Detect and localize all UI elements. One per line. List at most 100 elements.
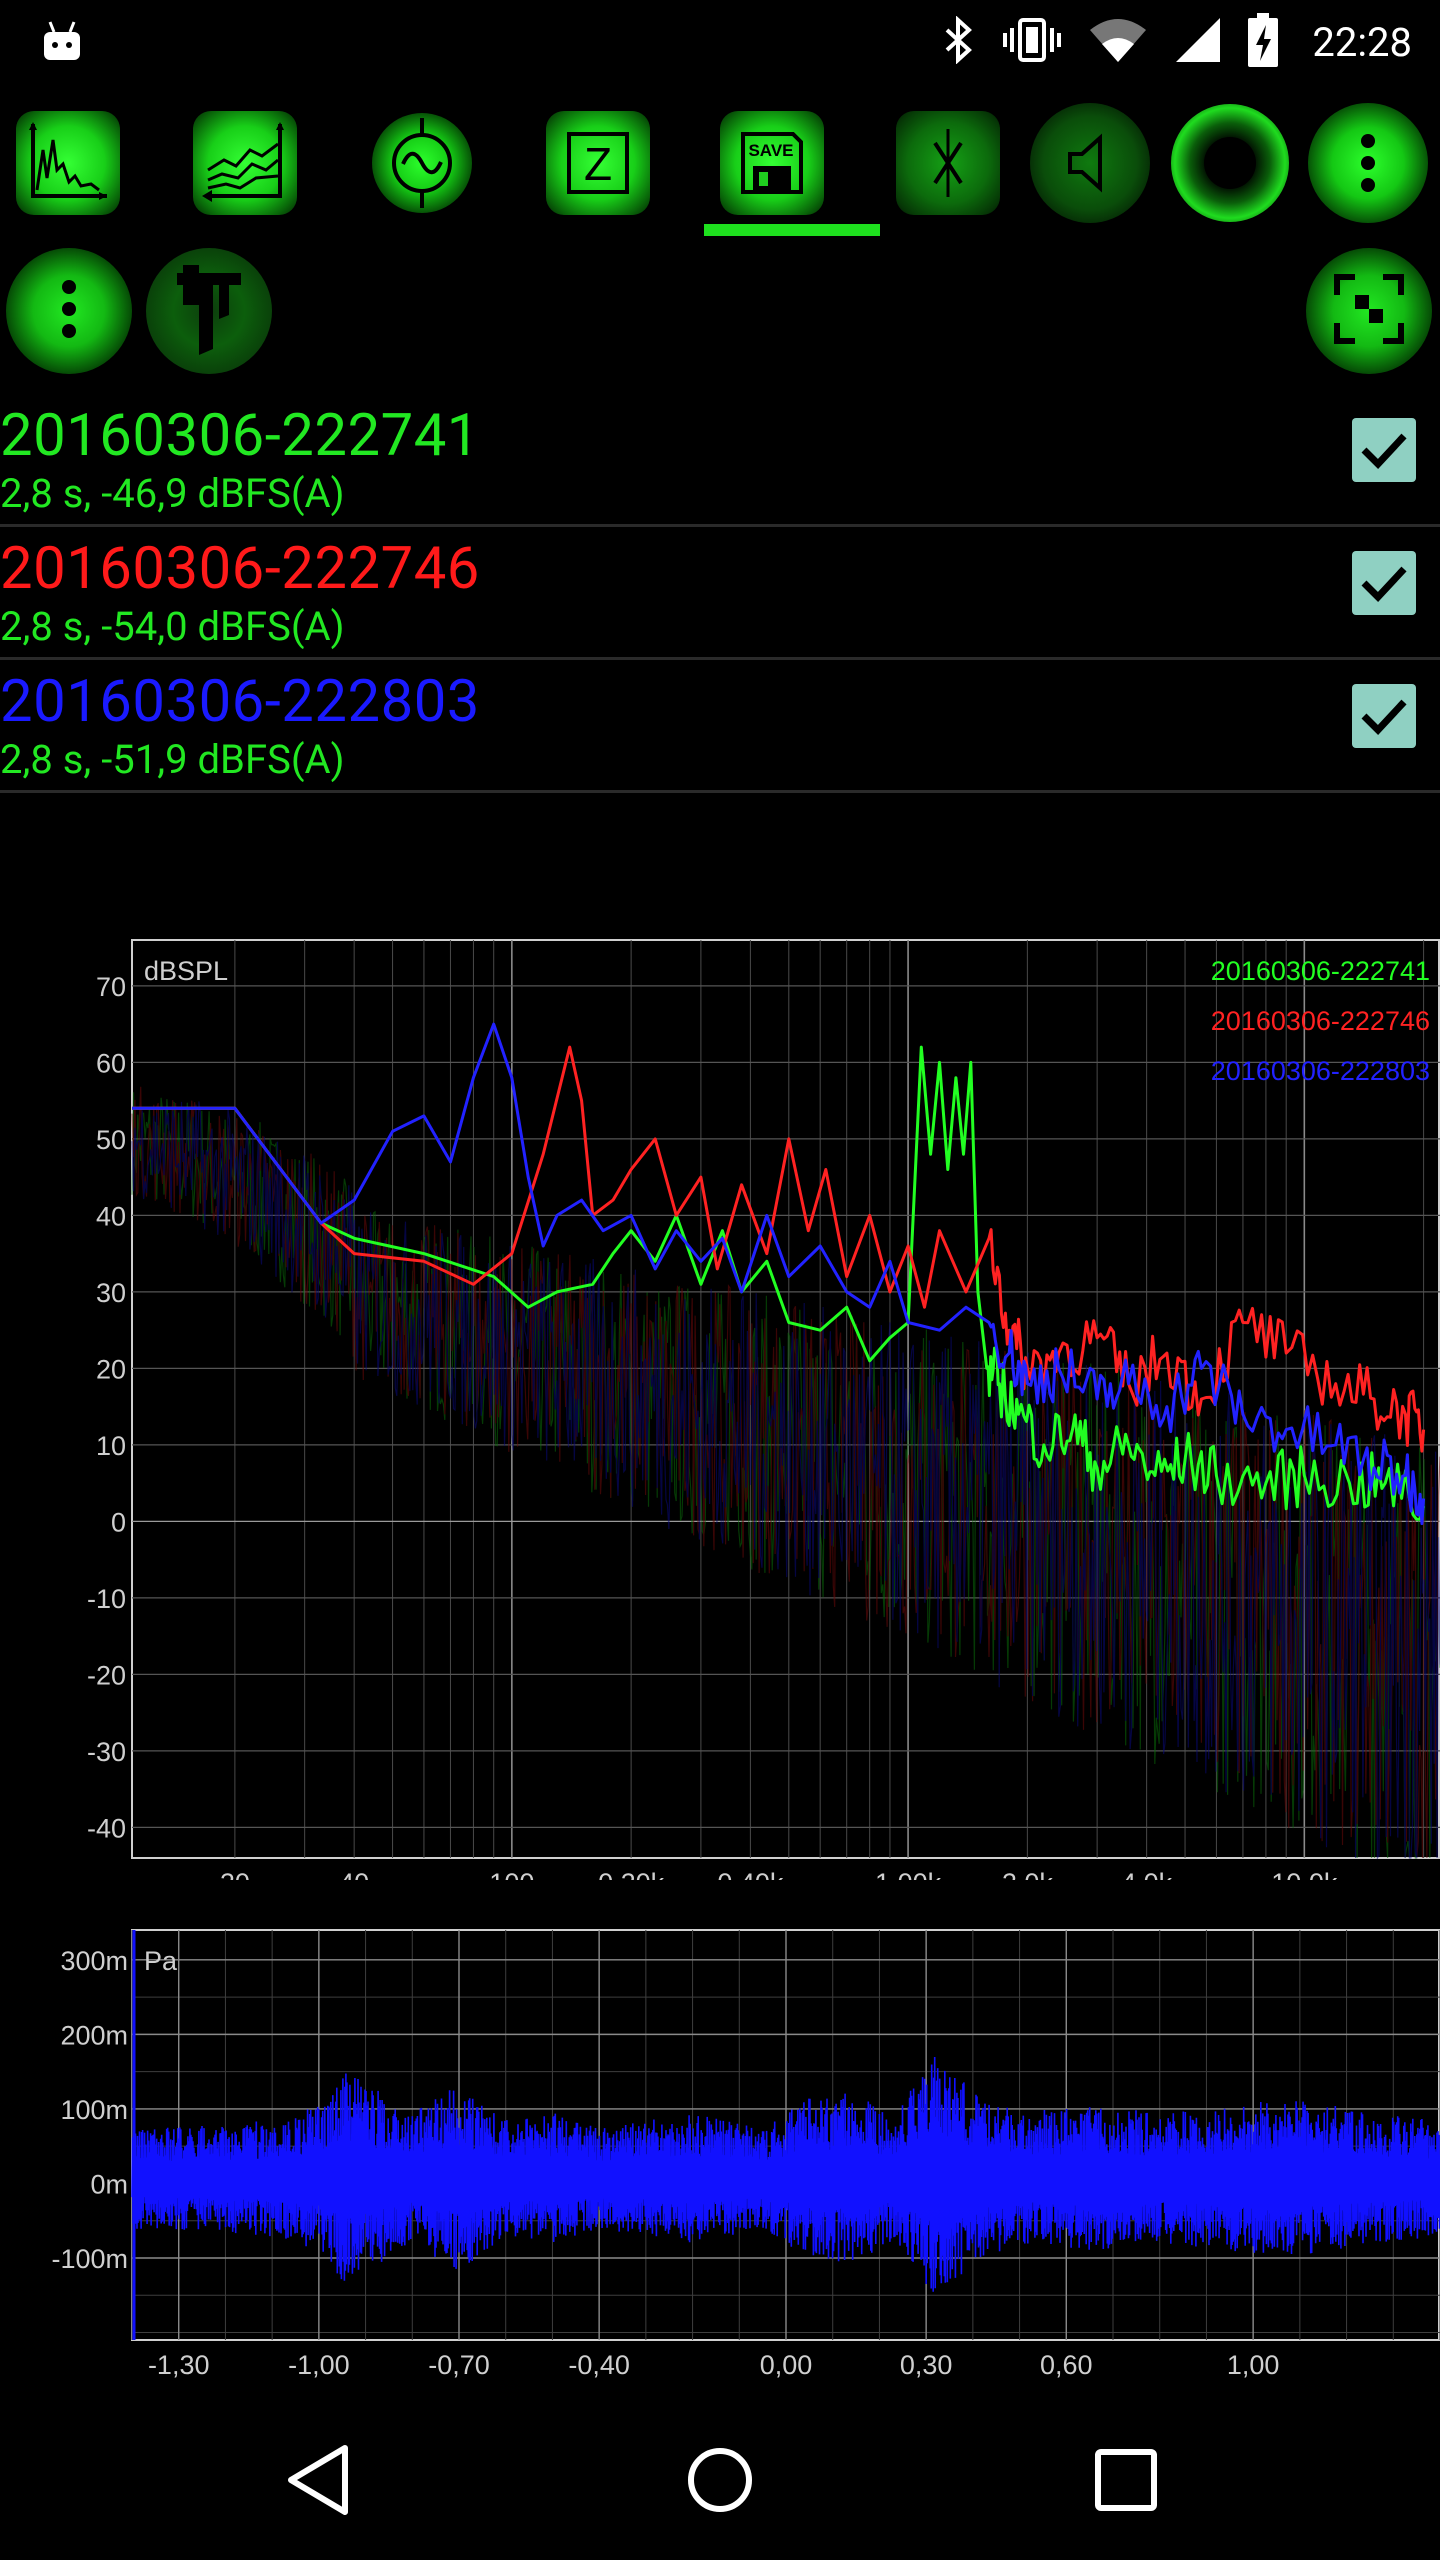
spectrum-plot[interactable]: 706050403020100-10-20-30-4020401000,20k0… [0, 930, 1440, 1880]
recording-checkbox[interactable] [1352, 418, 1416, 482]
check-icon [1361, 566, 1407, 603]
fullscreen-button[interactable] [1306, 248, 1432, 374]
x-tick-label: 0,60 [1040, 2350, 1093, 2380]
y-tick-label: -10 [87, 1584, 126, 1614]
back-icon [288, 2445, 348, 2515]
series-line [132, 1045, 1426, 1521]
recents-icon [1095, 2449, 1157, 2511]
y-tick-label: 70 [96, 972, 126, 1002]
home-button[interactable] [670, 2430, 770, 2530]
spectrum-icon [16, 111, 120, 215]
signal-icon [1174, 16, 1222, 68]
y-tick-label: -30 [87, 1737, 126, 1767]
back-button[interactable] [268, 2430, 368, 2530]
recording-item[interactable]: 20160306-222741 2,8 s, -46,9 dBFS(A) [0, 394, 1440, 527]
speaker-button[interactable] [1030, 100, 1150, 226]
record-icon [1171, 104, 1289, 222]
recents-button[interactable] [1076, 2430, 1176, 2530]
x-tick-label: 0,00 [760, 2350, 813, 2380]
x-tick-label: 1,00k [875, 1868, 942, 1880]
series-line [132, 1045, 1426, 1453]
recording-title: 20160306-222741 [0, 402, 480, 470]
waveform-trace [131, 2056, 1440, 2292]
spectrum-button[interactable] [8, 100, 128, 226]
recording-title: 20160306-222746 [0, 535, 480, 603]
spectrogram-button[interactable] [185, 100, 305, 226]
x-tick-label: -0,40 [568, 2350, 630, 2380]
grid [132, 940, 1440, 1858]
x-tick-label: 20 [220, 1868, 250, 1880]
x-tick-label: -1,30 [148, 2350, 210, 2380]
toolbar: Z SAVE [0, 92, 1440, 242]
y-tick-label: 0 [111, 1507, 126, 1537]
waveform-plot[interactable]: 300m 200m 100m 0m -100m -1,30 -1,00 -0,70 -0,40 0… [0, 1920, 1440, 2380]
y-tick-label: -20 [87, 1660, 126, 1690]
x-tick-label: -1,00 [288, 2350, 350, 2380]
home-icon [688, 2448, 752, 2512]
y-tick-label: -40 [87, 1813, 126, 1843]
y-tick-label: 200m [60, 2020, 128, 2050]
more-icon [1308, 103, 1428, 223]
y-tick-label: 30 [96, 1278, 126, 1308]
x-tick-label: 40 [339, 1868, 369, 1880]
record-button[interactable] [1170, 100, 1290, 226]
svg-text:Z: Z [584, 138, 612, 190]
legend-entry: 20160306-222741 [1211, 956, 1430, 986]
x-tick-label: 100 [489, 1868, 534, 1880]
status-bar: 22:28 [0, 0, 1440, 84]
navigation-bar [0, 2400, 1440, 2560]
recording-item[interactable]: 20160306-222803 2,8 s, -51,9 dBFS(A) [0, 660, 1440, 793]
x-tick-label: 0,40k [717, 1868, 784, 1880]
wifi-icon [1088, 16, 1148, 68]
save-icon: SAVE [720, 111, 824, 215]
y-axis-label: Pa [144, 1946, 178, 1976]
x-tick-label: -0,70 [428, 2350, 490, 2380]
more-button[interactable] [1308, 100, 1428, 226]
spectrogram-icon [193, 111, 297, 215]
impedance-icon: Z [546, 111, 650, 215]
y-axis-label: dBSPL [144, 956, 228, 986]
save-button[interactable]: SAVE [712, 100, 832, 226]
oscilloscope-button[interactable] [362, 100, 482, 226]
recording-info: 2,8 s, -46,9 dBFS(A) [0, 470, 345, 517]
check-icon [1361, 433, 1407, 470]
tab-indicator [704, 224, 880, 236]
legend-entry: 20160306-222803 [1211, 1056, 1430, 1086]
svg-text:SAVE: SAVE [748, 141, 793, 160]
recording-checkbox[interactable] [1352, 551, 1416, 615]
y-tick-label: 20 [96, 1354, 126, 1384]
series-20160306-222746 [131, 1045, 1426, 1453]
impedance-button[interactable]: Z [538, 100, 658, 226]
recording-checkbox[interactable] [1352, 684, 1416, 748]
caliper-icon [169, 259, 249, 363]
recording-info: 2,8 s, -51,9 dBFS(A) [0, 736, 345, 783]
recording-info: 2,8 s, -54,0 dBFS(A) [0, 603, 345, 650]
x-tick-label: 4,0k [1121, 1868, 1173, 1880]
overflow-menu-button[interactable] [6, 248, 132, 374]
legend-entry: 20160306-222746 [1211, 1006, 1430, 1036]
android-icon [38, 18, 86, 66]
zoom-button[interactable] [888, 100, 1008, 226]
y-tick-label: 40 [96, 1201, 126, 1231]
spectrum-chart[interactable]: 706050403020100-10-20-30-4020401000,20k0… [0, 930, 1440, 1880]
series-20160306-222803 [131, 1022, 1426, 1526]
x-tick-label: 1,00 [1227, 2350, 1280, 2380]
waveform-chart[interactable]: 300m 200m 100m 0m -100m -1,30 -1,00 -0,70 -0,40 0… [0, 1920, 1440, 2380]
y-tick-label: 10 [96, 1431, 126, 1461]
x-tick-label: 2,0k [1002, 1868, 1054, 1880]
more-icon [59, 277, 79, 345]
fullscreen-icon [1333, 273, 1405, 349]
y-tick-label: -100m [51, 2244, 128, 2274]
y-tick-label: 300m [60, 1946, 128, 1976]
oscilloscope-icon [372, 113, 472, 213]
recording-item[interactable]: 20160306-222746 2,8 s, -54,0 dBFS(A) [0, 527, 1440, 660]
check-icon [1361, 699, 1407, 736]
series-waveform [131, 1930, 1440, 2340]
plot-frame [131, 939, 1440, 1859]
caliper-button[interactable] [146, 248, 272, 374]
y-tick-label: 60 [96, 1048, 126, 1078]
x-tick-label: 0,20k [598, 1868, 665, 1880]
recording-title: 20160306-222803 [0, 668, 480, 736]
x-tick-label: 0,30 [900, 2350, 953, 2380]
background-traces [131, 1086, 1440, 1861]
